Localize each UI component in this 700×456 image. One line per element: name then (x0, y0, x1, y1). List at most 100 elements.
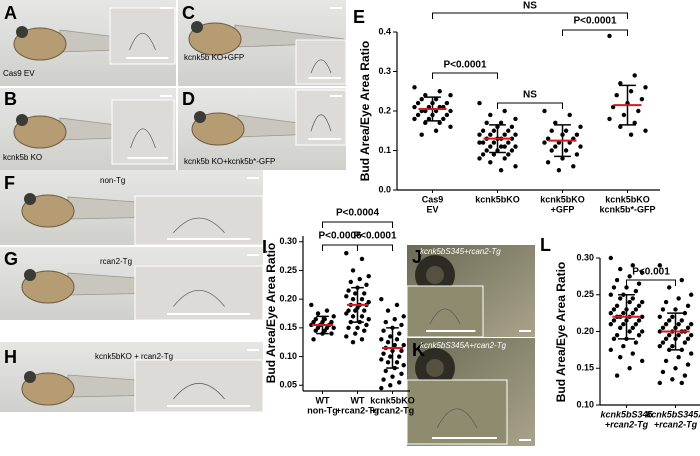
data-point (392, 342, 397, 348)
data-point (633, 340, 639, 345)
data-point (362, 291, 367, 296)
x-tick-label: EV (426, 204, 438, 214)
photo-caption: kcnk5bS345A+rcan2-Tg (420, 341, 507, 350)
photo-caption: kcnk5b KO (3, 153, 42, 162)
significance-label: P<0.0004 (336, 208, 380, 219)
photo-caption: kcnk5b KO+GFP (184, 53, 244, 62)
data-point (477, 156, 482, 161)
data-point (394, 360, 400, 365)
data-point (618, 296, 623, 301)
data-point (502, 132, 507, 137)
x-tick-label: +rcan2-Tg (336, 405, 379, 415)
significance-bracket (562, 29, 628, 36)
data-point (509, 136, 515, 141)
data-point (639, 329, 645, 334)
data-point (412, 116, 417, 122)
data-point (498, 168, 504, 173)
data-point (381, 328, 386, 333)
data-point (553, 144, 558, 149)
eye (24, 371, 36, 383)
data-point (359, 337, 365, 342)
photo-caption: Cas9 EV (3, 69, 35, 78)
x-tick-label: kcnk5bKO (475, 194, 520, 204)
embryo-yolk (13, 115, 67, 149)
photo-caption: non-Tg (100, 176, 125, 185)
data-point (618, 325, 623, 331)
data-point (611, 285, 617, 290)
panel-label: H (4, 347, 17, 367)
data-point (685, 325, 691, 331)
data-point (488, 112, 493, 118)
x-tick-label: kcnk5bS345 (600, 409, 653, 419)
data-point (621, 310, 626, 316)
inset (134, 195, 264, 246)
data-point (437, 89, 442, 94)
inset (111, 99, 175, 165)
data-point (627, 274, 632, 279)
data-point (348, 319, 353, 325)
data-point (366, 317, 371, 322)
data-point (491, 152, 497, 157)
data-point (315, 311, 321, 316)
data-point (379, 357, 384, 362)
data-point (639, 96, 645, 102)
data-point (578, 144, 583, 149)
data-point (480, 152, 486, 157)
data-point (441, 116, 446, 122)
significance-bracket (322, 244, 358, 251)
data-point (688, 292, 694, 297)
inset (134, 359, 264, 413)
data-point (399, 348, 404, 354)
y-tick-label: 0.30 (279, 236, 297, 246)
data-point (574, 132, 580, 137)
data-point (676, 296, 681, 301)
data-point (502, 156, 507, 161)
bud-outline (173, 383, 225, 400)
panel-label: G (4, 249, 18, 269)
data-point (397, 380, 402, 385)
data-point (477, 140, 482, 145)
data-point (484, 120, 489, 126)
data-point (390, 374, 395, 379)
data-point (423, 120, 428, 126)
bud-outline (173, 290, 225, 307)
data-point (359, 314, 365, 319)
data-point (394, 302, 400, 308)
panel-label: J (412, 247, 422, 267)
data-point (353, 308, 358, 313)
y-tick-label: 0.3 (378, 66, 391, 76)
data-point (385, 308, 391, 313)
data-point (502, 108, 507, 114)
y-tick-label: 0.25 (279, 265, 297, 275)
data-point (397, 354, 402, 359)
lens (426, 266, 444, 284)
significance-bracket (357, 244, 393, 251)
data-point (353, 291, 358, 296)
data-point (607, 116, 612, 122)
data-point (643, 128, 648, 133)
photo-panel: A Cas9 EV (0, 0, 176, 86)
data-point (682, 340, 688, 345)
inset (406, 285, 484, 338)
data-point (362, 328, 367, 333)
x-tick-label: +rcan2-Tg (605, 419, 649, 429)
inset (406, 379, 508, 445)
data-point (663, 358, 669, 364)
data-point (344, 311, 349, 316)
data-point (556, 168, 562, 173)
data-point (399, 322, 404, 328)
data-point (630, 263, 635, 268)
data-point (433, 96, 439, 102)
y-tick-label: 0.20 (279, 294, 297, 304)
data-point (542, 108, 547, 114)
bud-outline (310, 59, 332, 74)
data-point (401, 362, 406, 368)
data-point (444, 112, 450, 118)
data-point (663, 299, 669, 305)
data-point (630, 351, 635, 356)
